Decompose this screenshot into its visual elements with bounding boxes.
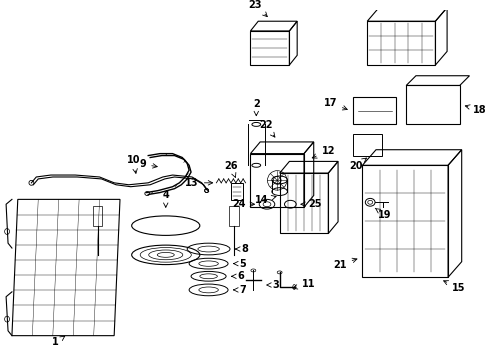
Text: 19: 19 <box>374 208 391 220</box>
Bar <box>230 183 242 201</box>
Text: 25: 25 <box>300 199 321 209</box>
Text: 3: 3 <box>266 280 279 290</box>
Text: 15: 15 <box>443 281 465 293</box>
Text: 2: 2 <box>252 99 259 116</box>
Text: 5: 5 <box>233 258 246 269</box>
Bar <box>352 97 396 125</box>
Text: 26: 26 <box>224 161 237 177</box>
Text: 1: 1 <box>52 336 64 347</box>
Text: 13: 13 <box>185 178 212 188</box>
Bar <box>228 206 238 226</box>
Bar <box>93 206 102 226</box>
Text: 9: 9 <box>139 159 157 169</box>
Text: 10: 10 <box>126 156 140 173</box>
Bar <box>250 31 289 65</box>
Text: 14: 14 <box>255 195 276 205</box>
Text: 7: 7 <box>233 285 246 295</box>
Text: 6: 6 <box>231 271 244 281</box>
Text: 24: 24 <box>232 199 254 209</box>
Bar <box>362 165 447 277</box>
Text: 20: 20 <box>348 158 366 171</box>
Text: 12: 12 <box>312 145 334 158</box>
Bar <box>279 173 327 233</box>
Text: 11: 11 <box>292 279 315 289</box>
Text: 4: 4 <box>162 190 169 207</box>
Bar <box>406 85 459 125</box>
Bar <box>366 21 434 65</box>
Bar <box>352 134 381 156</box>
Text: 23: 23 <box>248 0 267 17</box>
Text: 8: 8 <box>235 244 248 254</box>
Text: 16: 16 <box>0 359 1 360</box>
Bar <box>250 154 304 207</box>
Text: 18: 18 <box>464 105 486 115</box>
Text: 21: 21 <box>333 258 356 270</box>
Text: 17: 17 <box>323 98 346 110</box>
Text: 22: 22 <box>258 120 274 137</box>
